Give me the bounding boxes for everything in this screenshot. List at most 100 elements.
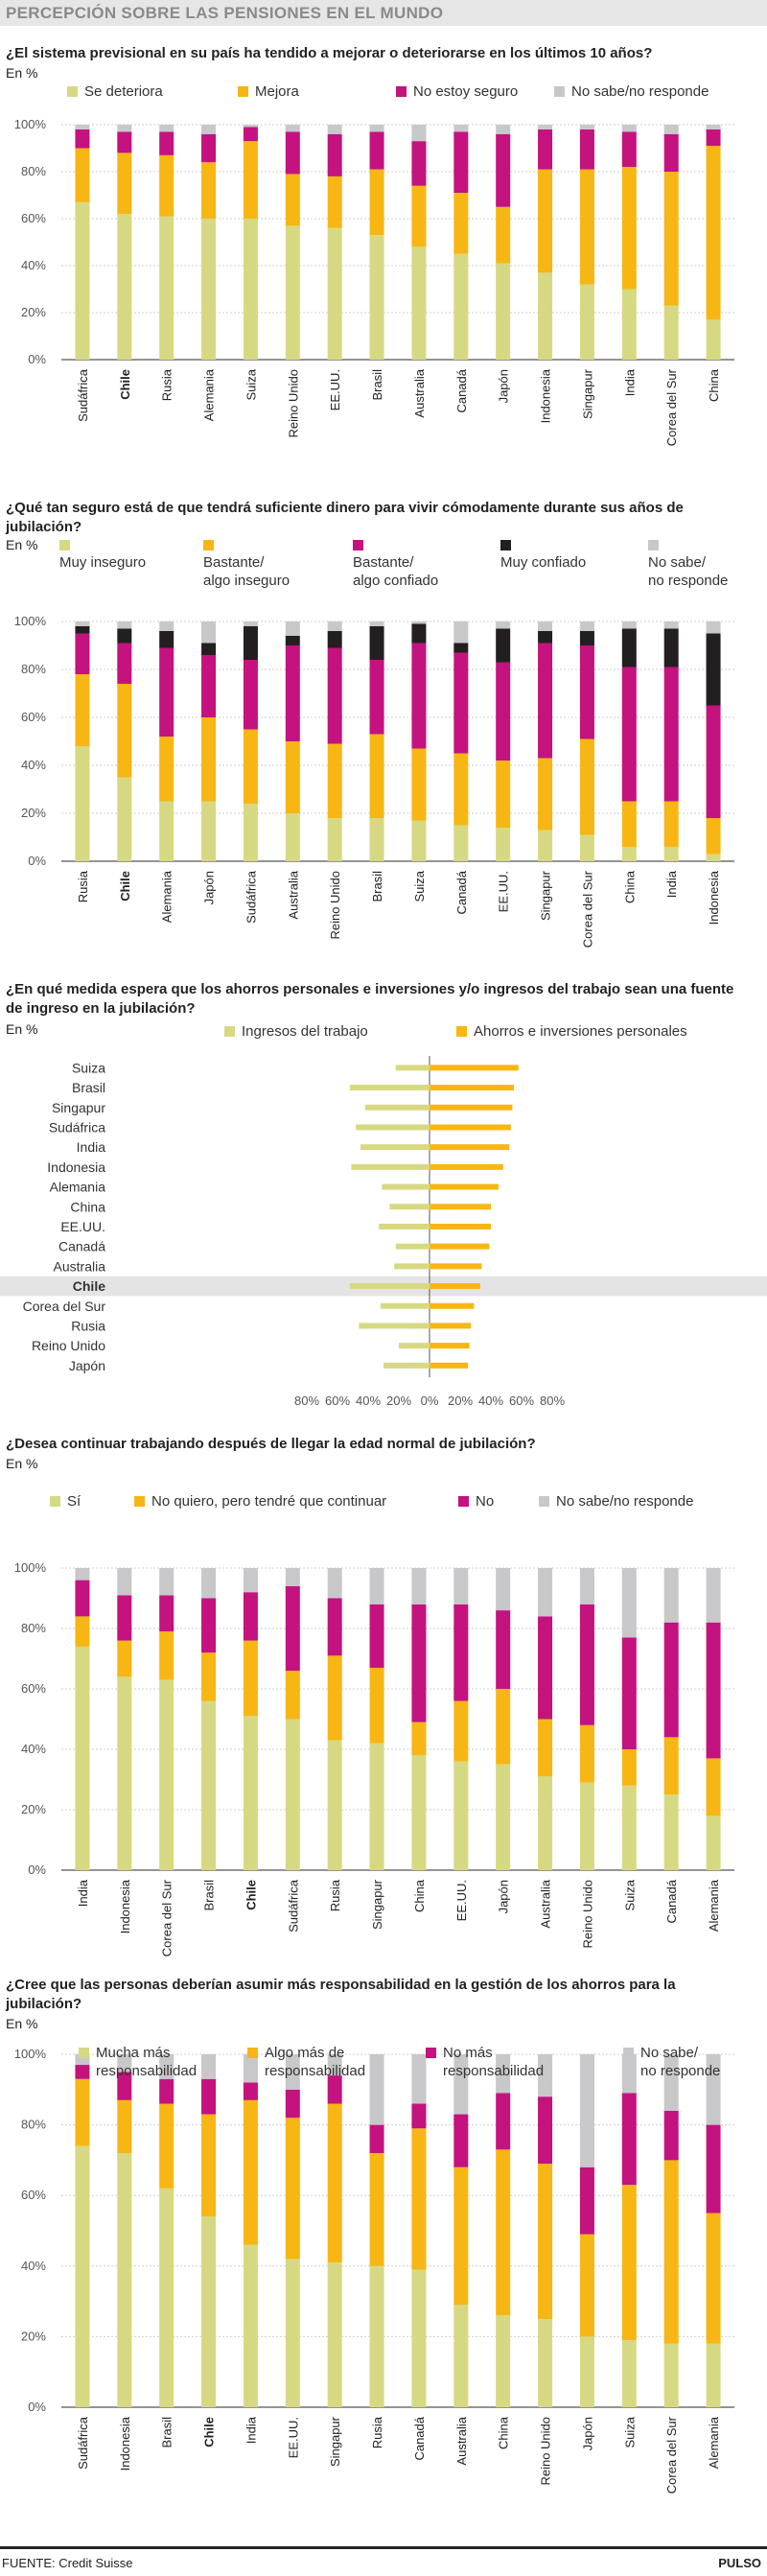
chart-1-bar-segment <box>579 284 594 360</box>
chart-1-bar-segment <box>579 125 594 129</box>
chart-5-ytick-label: 100% <box>14 2047 47 2061</box>
chart-1-bar-segment <box>285 131 300 175</box>
chart-2-bar-segment <box>453 753 469 826</box>
chart-5-bar-segment <box>621 2093 637 2186</box>
chart-5-bar-segment <box>411 2103 427 2129</box>
chart-5-bar-segment <box>201 2078 217 2115</box>
chart-4-category-label: Australia <box>539 1879 553 1928</box>
chart-2-bar-segment <box>706 633 721 706</box>
chart-5-bar-segment <box>243 2054 258 2083</box>
chart-5-ytick-label: 20% <box>21 2329 46 2343</box>
chart-4-category-label: Sudáfrica <box>286 1879 300 1932</box>
chart-4-bar-segment <box>75 1568 90 1581</box>
chart-5-bar-segment <box>496 2093 511 2150</box>
chart-5-category-label: China <box>497 2416 511 2449</box>
chart-2-legend-swatch <box>203 540 214 550</box>
chart-5-bar-segment <box>75 2078 90 2146</box>
chart-3-category-label: EE.UU. <box>60 1219 105 1234</box>
chart-1-category-label: China <box>707 368 721 402</box>
chart-5-bar-segment <box>201 2114 217 2217</box>
chart-2-bar-segment <box>285 621 300 636</box>
chart-4-bar-segment <box>327 1740 342 1870</box>
chart-4-bar-segment <box>327 1568 342 1599</box>
chart-2-bar-segment <box>663 847 679 861</box>
chart-4-bar-segment <box>201 1598 217 1653</box>
chart-1-category-label: EE.UU. <box>328 369 342 410</box>
chart-3-bar-right <box>430 1144 510 1151</box>
chart-4-bar-segment <box>369 1743 384 1870</box>
chart-3-legend-label: Ahorros e inversiones personales <box>474 1023 687 1040</box>
chart-4-category-label: Chile <box>244 1880 258 1910</box>
chart-1-category-label: Australia <box>412 368 427 417</box>
chart-2-bar-segment <box>159 621 174 631</box>
chart-4-bar-segment <box>243 1716 258 1870</box>
chart-5-category-label: Suiza <box>622 2416 637 2447</box>
chart-1-bar-segment <box>243 141 258 219</box>
chart-1-bar-segment <box>706 129 721 147</box>
chart-4-category-label: Brasil <box>202 1880 217 1911</box>
chart-4-bar-segment <box>75 1616 90 1647</box>
chart-1-legend-label: No sabe/no responde <box>571 83 709 100</box>
chart-3-bar-left <box>351 1163 430 1170</box>
chart-1-bar-segment <box>327 227 342 360</box>
chart-2-bar-segment <box>117 621 132 629</box>
chart-2-legend-swatch <box>59 540 70 550</box>
source-note: FUENTE: Credit Suisse <box>2 2556 133 2570</box>
chart-3-bar-left <box>380 1302 430 1309</box>
chart-5-category-label: Alemania <box>707 2416 721 2469</box>
chart-2-bar-segment <box>496 621 511 629</box>
chart-1-category-label: Alemania <box>202 368 217 421</box>
chart-3-bar-right <box>430 1362 468 1369</box>
chart-1-bar-segment <box>117 152 132 215</box>
chart-5-legend-label: Mucha más responsabilidad <box>96 2045 198 2079</box>
chart-1-ytick-label: 20% <box>21 305 46 319</box>
chart-2-bar-segment <box>327 621 342 631</box>
chart-1-legend-swatch <box>67 86 78 97</box>
chart-5-bar-segment <box>621 2054 637 2094</box>
chart-2-category-label: Suiza <box>412 870 427 902</box>
chart-2-bar-segment <box>579 631 594 645</box>
chart-2-unit: En % <box>6 537 38 552</box>
chart-3-xtick-label: 80% <box>540 1393 565 1408</box>
chart-1-category-label: Corea del Sur <box>664 368 679 446</box>
chart-1-category-label: Reino Unido <box>286 369 300 438</box>
chart-5-legend-swatch <box>79 2048 89 2058</box>
chart-1-legend-swatch <box>554 86 565 97</box>
chart-1-ytick-label: 40% <box>21 258 46 272</box>
chart-5-bar-segment <box>453 2305 469 2407</box>
chart-3-xtick-label: 60% <box>509 1393 534 1408</box>
chart-1-bar-segment <box>201 125 217 134</box>
chart-4-bar-segment <box>75 1646 90 1870</box>
chart-4-bar-segment <box>706 1758 721 1816</box>
chart-3-category-label: Singapur <box>52 1100 105 1115</box>
chart-1-bar-segment <box>369 131 384 170</box>
chart-1-bar-segment <box>411 185 427 247</box>
chart-5-bar-segment <box>75 2065 90 2079</box>
chart-2-legend-swatch <box>353 540 363 550</box>
chart-2-bar-segment <box>117 684 132 778</box>
chart-2-bar-segment <box>621 801 637 847</box>
chart-4-bar-segment <box>285 1568 300 1586</box>
chart-5-bar-segment <box>706 2213 721 2344</box>
chart-2-bar-segment <box>159 737 174 802</box>
chart-2-bar-segment <box>201 621 217 644</box>
chart-2-category-label: Singapur <box>539 870 553 921</box>
chart-2-bar-segment <box>159 801 174 861</box>
chart-1-bar-segment <box>75 125 90 129</box>
chart-2-bar-segment <box>411 621 427 624</box>
chart-2-bar-segment <box>243 626 258 660</box>
chart-2-bar-segment <box>538 631 553 644</box>
chart-3-category-label: Corea del Sur <box>23 1299 106 1314</box>
chart-5-bar-segment <box>285 2089 300 2119</box>
chart-1-bar-segment <box>706 146 721 320</box>
chart-2-category-label: China <box>622 870 637 903</box>
chart-1-bar-segment <box>411 125 427 142</box>
chart-2-bar-segment <box>201 717 217 802</box>
chart-1-bar-segment <box>117 214 132 360</box>
chart-2-bar-segment <box>243 804 258 861</box>
chart-5-category-label: Corea del Sur <box>664 2416 679 2494</box>
chart-2-legend-label: Bastante/ algo confiado <box>353 554 439 589</box>
chart-4-bar-segment <box>621 1749 637 1786</box>
chart-2-bar-segment <box>369 734 384 818</box>
